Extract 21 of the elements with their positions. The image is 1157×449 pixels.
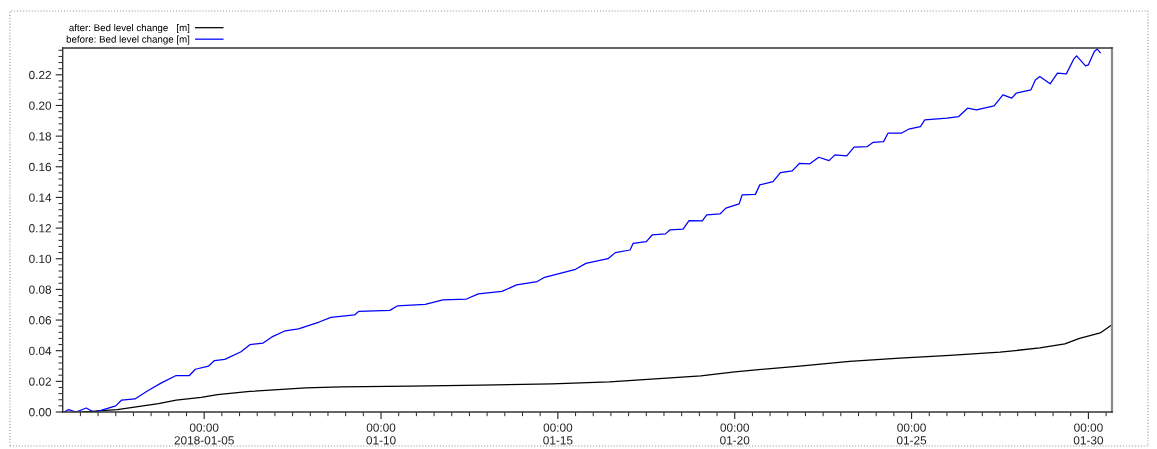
y-tick-label: 0.08 (29, 285, 52, 294)
x-tick-label: 00:00 01-20 (720, 423, 750, 445)
y-tick-label: 0.02 (29, 377, 51, 386)
x-tick-label: 00:00 01-15 (543, 423, 573, 445)
y-tick-label: 0.22 (29, 70, 51, 80)
x-tick-label: 00:00 01-25 (896, 423, 927, 445)
y-tick-label: 0.04 (29, 346, 52, 356)
x-tick-label: 00:00 01-10 (366, 423, 396, 445)
y-tick-label: 0.10 (29, 254, 52, 264)
x-tick-label: 00:00 2018-01-05 (174, 423, 234, 445)
y-tick-label: 0.20 (29, 101, 52, 110)
y-tick-label: 0.14 (29, 193, 52, 202)
y-tick-label: 0.06 (29, 316, 52, 325)
line-series (63, 48, 1101, 412)
legend-label: after: Bed level change [m] (69, 24, 190, 34)
y-tick-label: 0.00 (29, 408, 52, 417)
x-tick-label: 00:00 01-30 (1073, 423, 1104, 445)
y-tick-label: 0.12 (29, 224, 51, 233)
legend-label: before: Bed level change [m] (66, 35, 190, 45)
y-tick-label: 0.16 (29, 162, 52, 172)
y-tick-label: 0.18 (29, 132, 52, 141)
